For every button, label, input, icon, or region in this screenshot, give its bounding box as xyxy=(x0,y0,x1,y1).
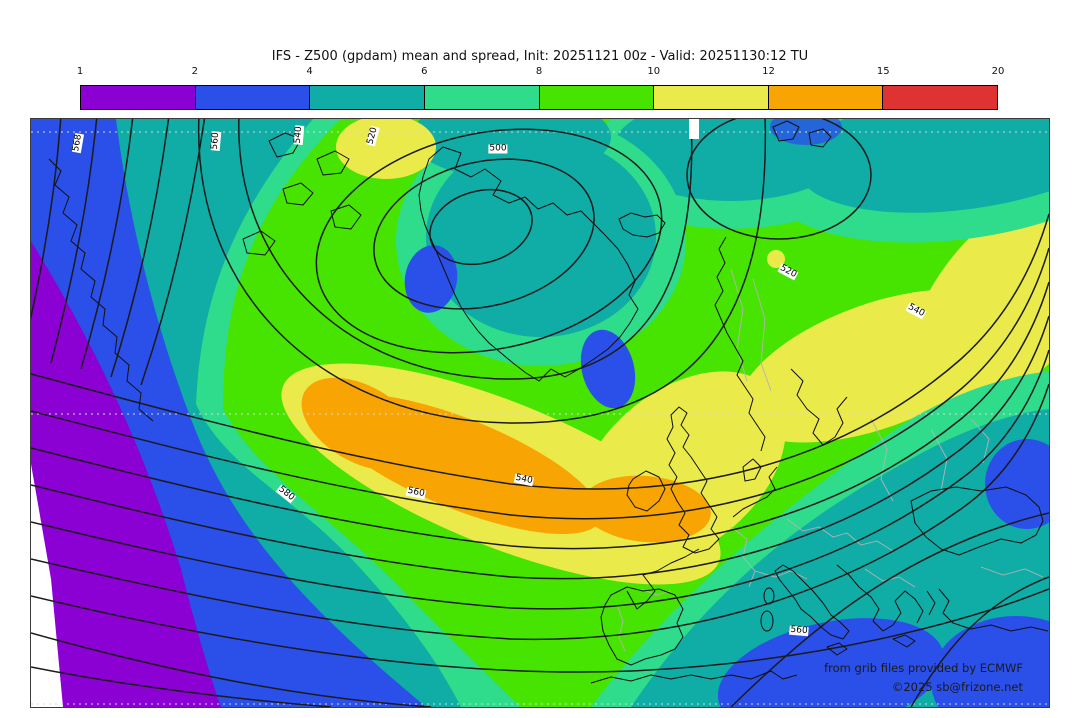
colorbar-tick: 12 xyxy=(762,66,775,77)
colorbar-segment xyxy=(654,86,769,109)
spread-orange-core xyxy=(301,377,711,543)
colorbar-ticks: 1 2 4 6 8 10 12 15 20 xyxy=(76,66,1005,80)
colorbar-tick: 2 xyxy=(191,66,198,77)
colorbar-segment xyxy=(883,86,997,109)
colorbar-tick: 8 xyxy=(535,66,543,77)
spread-greenland-teal xyxy=(396,119,686,366)
colorbar-segment xyxy=(424,86,540,109)
attribution-text: from grib files provided by ECMWF xyxy=(824,661,1023,675)
contour-label: 560 xyxy=(209,131,222,151)
colorbar-segment xyxy=(539,86,655,109)
graticule-lines xyxy=(31,131,1049,705)
map-credits: from grib files provided by ECMWF ©2025 … xyxy=(824,659,1023,697)
colorbar-tick: 15 xyxy=(876,66,890,77)
map-canvas xyxy=(31,119,1049,707)
no-data-notch xyxy=(689,119,699,139)
colorbar-segment xyxy=(195,86,311,109)
copyright-text: ©2025 sb@frizone.net xyxy=(891,680,1023,694)
colorbar-tick: 6 xyxy=(421,66,428,77)
colorbar-segment xyxy=(81,86,196,109)
contour-label: 500 xyxy=(488,143,508,154)
coastlines xyxy=(48,120,1049,684)
contour-label: 540 xyxy=(292,125,305,145)
colorbar-tick: 10 xyxy=(647,66,661,77)
weather-map: from grib files provided by ECMWF ©2025 … xyxy=(30,118,1050,708)
colorbar-segment xyxy=(310,86,425,109)
colorbar-tick: 4 xyxy=(306,66,313,77)
contour-label: 560 xyxy=(789,624,809,637)
colorbar-tick: 20 xyxy=(991,66,1005,77)
page-title: IFS - Z500 (gpdam) mean and spread, Init… xyxy=(271,49,809,64)
colorbar xyxy=(80,85,998,110)
colorbar-tick: 1 xyxy=(76,66,84,77)
country-borders xyxy=(616,268,1044,652)
colorbar-segment xyxy=(768,86,884,109)
spread-se-corner xyxy=(591,371,1049,707)
